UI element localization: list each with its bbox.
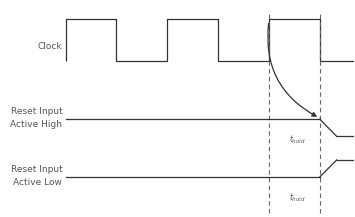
Text: Reset Input: Reset Input <box>11 107 62 116</box>
Text: Clock: Clock <box>38 42 62 51</box>
Text: Active Low: Active Low <box>13 178 62 187</box>
Text: Active High: Active High <box>10 120 62 129</box>
Text: $t_{hold}$: $t_{hold}$ <box>289 133 306 146</box>
Text: $t_{hold}$: $t_{hold}$ <box>289 191 306 204</box>
Text: Reset Input: Reset Input <box>11 165 62 174</box>
